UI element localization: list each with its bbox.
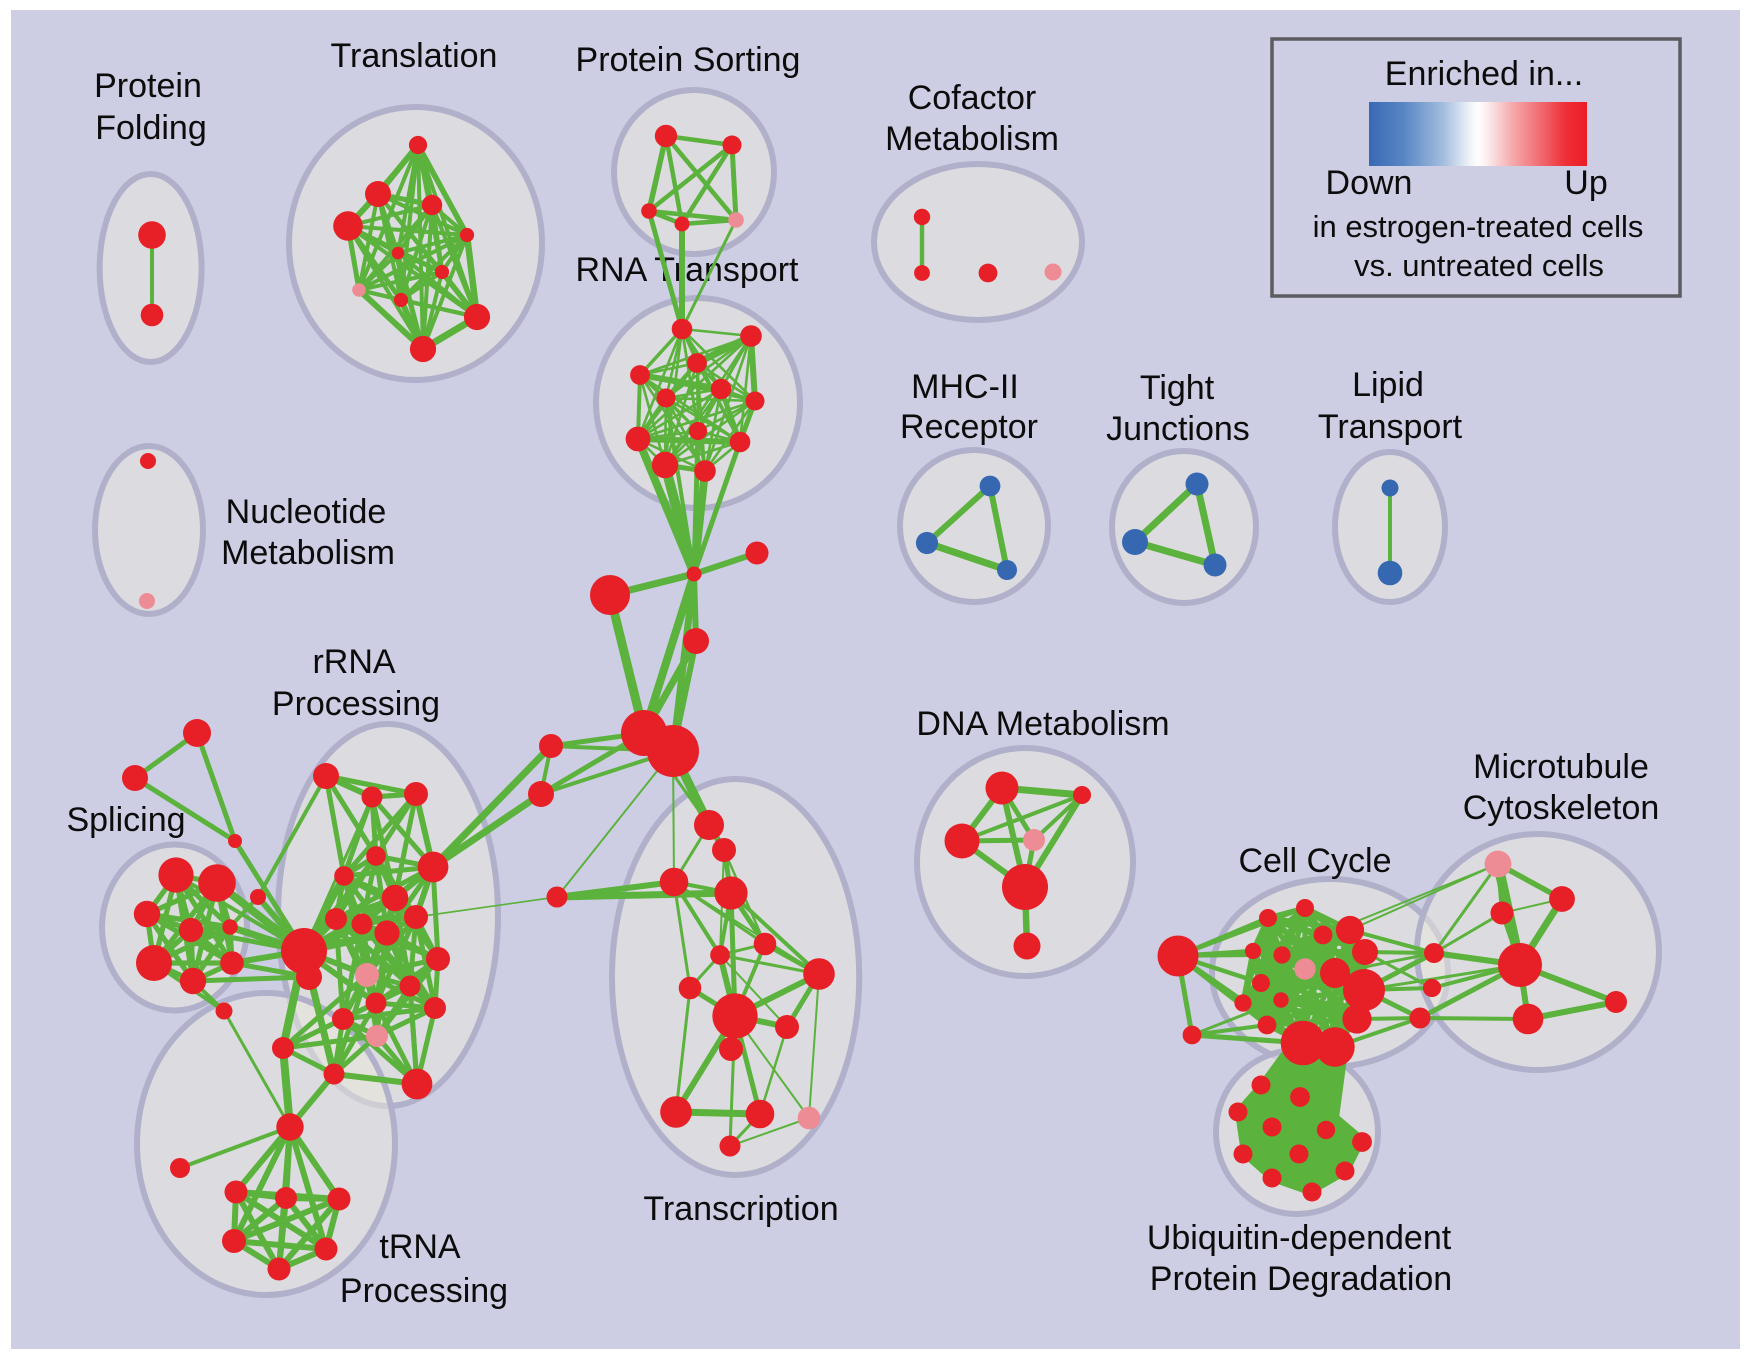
svg-text:Tight: Tight [1140, 369, 1215, 407]
svg-text:Protein Sorting: Protein Sorting [576, 41, 801, 79]
svg-text:MHC-II: MHC-II [911, 368, 1019, 406]
svg-text:Down: Down [1326, 164, 1413, 202]
svg-text:Translation: Translation [331, 37, 498, 75]
svg-text:Protein: Protein [94, 67, 202, 105]
svg-text:RNA Transport: RNA Transport [576, 251, 800, 289]
svg-text:Microtubule: Microtubule [1473, 748, 1649, 786]
svg-text:Cytoskeleton: Cytoskeleton [1463, 789, 1660, 827]
svg-text:Folding: Folding [95, 109, 207, 147]
svg-text:Cofactor: Cofactor [908, 79, 1037, 117]
svg-text:Metabolism: Metabolism [221, 534, 395, 572]
svg-text:Transport: Transport [1318, 408, 1463, 446]
svg-text:Metabolism: Metabolism [885, 120, 1059, 158]
svg-text:in estrogen-treated cells: in estrogen-treated cells [1313, 209, 1644, 244]
svg-text:Splicing: Splicing [66, 801, 185, 839]
svg-text:Up: Up [1564, 164, 1607, 202]
svg-text:DNA Metabolism: DNA Metabolism [916, 705, 1169, 743]
svg-text:Protein Degradation: Protein Degradation [1150, 1260, 1452, 1298]
svg-text:Nucleotide: Nucleotide [226, 493, 387, 531]
svg-text:vs. untreated cells: vs. untreated cells [1354, 248, 1604, 283]
svg-text:Receptor: Receptor [900, 408, 1038, 446]
svg-text:Enriched in...: Enriched in... [1385, 55, 1583, 93]
svg-text:Transcription: Transcription [643, 1190, 838, 1228]
svg-text:Cell Cycle: Cell Cycle [1238, 842, 1391, 880]
svg-text:Junctions: Junctions [1106, 410, 1250, 448]
svg-text:Ubiquitin-dependent: Ubiquitin-dependent [1147, 1219, 1452, 1257]
svg-text:rRNA: rRNA [312, 643, 395, 681]
svg-text:tRNA: tRNA [379, 1228, 461, 1266]
svg-text:Processing: Processing [272, 685, 440, 723]
svg-text:Lipid: Lipid [1352, 366, 1424, 404]
svg-text:Processing: Processing [340, 1272, 508, 1310]
